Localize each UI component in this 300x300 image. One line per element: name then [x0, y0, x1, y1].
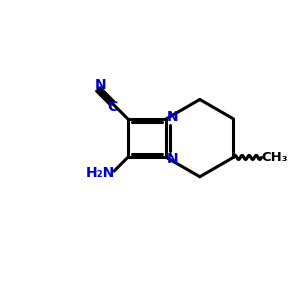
Text: N: N	[167, 110, 179, 124]
Text: N: N	[167, 152, 179, 166]
Text: C: C	[107, 100, 118, 114]
Text: H₂N: H₂N	[86, 166, 115, 180]
Text: N: N	[95, 78, 106, 92]
Text: CH₃: CH₃	[262, 151, 288, 164]
